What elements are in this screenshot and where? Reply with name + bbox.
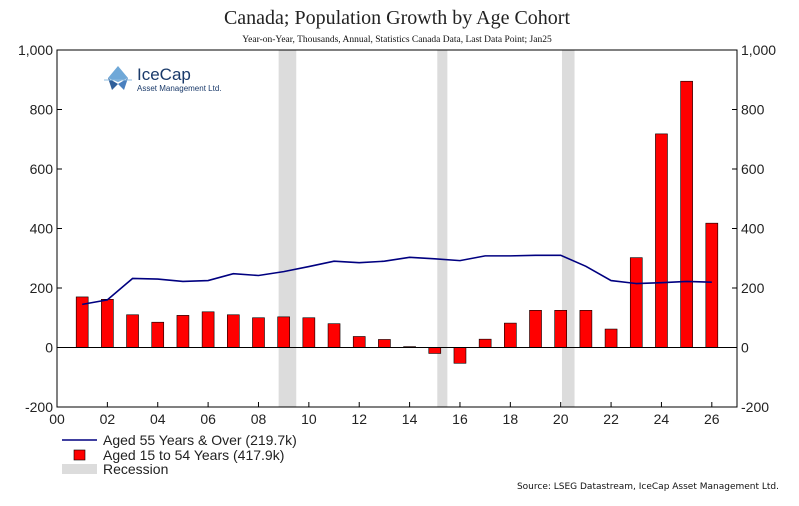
ytick-right-label-2: 200 bbox=[741, 280, 765, 296]
legend-bar-swatch bbox=[73, 449, 86, 461]
xtick-label-5: 10 bbox=[301, 411, 317, 427]
xtick-label-8: 16 bbox=[452, 411, 468, 427]
ytick-right-label-4: 600 bbox=[741, 161, 765, 177]
legend-line-label: Aged 55 Years & Over (219.7k) bbox=[103, 432, 297, 448]
bar-18 bbox=[504, 322, 517, 348]
legend: Aged 55 Years & Over (219.7k) Aged 15 to… bbox=[62, 432, 297, 477]
axes bbox=[56, 49, 738, 408]
legend-item-line: Aged 55 Years & Over (219.7k) bbox=[62, 432, 297, 448]
xtick-label-10: 20 bbox=[553, 411, 569, 427]
bar-20 bbox=[554, 310, 568, 348]
bar-1 bbox=[75, 296, 89, 348]
icecap-logo: IceCap Asset Management Ltd. bbox=[104, 65, 222, 93]
bar-12 bbox=[352, 336, 366, 348]
bar-4 bbox=[151, 321, 165, 348]
bar-26 bbox=[705, 222, 719, 348]
recession-band-1 bbox=[437, 50, 448, 407]
chart-subtitle: Year-on-Year, Thousands, Annual, Statist… bbox=[242, 35, 552, 45]
chart-title: Canada; Population Growth by Age Cohort bbox=[224, 7, 571, 29]
bar-9 bbox=[277, 316, 290, 348]
ytick-right-label-0: -200 bbox=[741, 399, 769, 415]
logo-tagline: Asset Management Ltd. bbox=[137, 84, 222, 93]
xtick-label-9: 18 bbox=[503, 411, 519, 427]
legend-recession-label: Recession bbox=[103, 461, 168, 477]
ytick-left-label-1: 0 bbox=[45, 340, 53, 356]
line-series-55-plus bbox=[82, 254, 712, 306]
ytick-left-label-3: 400 bbox=[30, 221, 54, 237]
xtick-label-2: 04 bbox=[150, 411, 166, 427]
xtick-label-7: 14 bbox=[402, 411, 418, 427]
legend-bar-label: Aged 15 to 54 Years (417.9k) bbox=[103, 447, 284, 463]
y-axis-left-labels: -200 0 200 400 600 800 1,000 bbox=[18, 42, 53, 415]
recession-band-2 bbox=[561, 50, 575, 407]
bar-13 bbox=[378, 339, 391, 348]
xtick-label-4: 08 bbox=[251, 411, 267, 427]
xtick-label-11: 22 bbox=[603, 411, 619, 427]
bar-5 bbox=[176, 315, 190, 348]
xtick-label-12: 24 bbox=[654, 411, 670, 427]
line-55-plus bbox=[82, 254, 712, 306]
bar-7 bbox=[226, 314, 240, 348]
ytick-right-label-3: 400 bbox=[741, 221, 765, 237]
ytick-left-label-5: 800 bbox=[30, 102, 54, 118]
bar-10 bbox=[302, 317, 316, 348]
bar-21 bbox=[579, 310, 593, 348]
bar-22 bbox=[604, 328, 618, 348]
recession-bands bbox=[278, 50, 575, 407]
ytick-left-label-4: 600 bbox=[30, 161, 54, 177]
bar-3 bbox=[126, 314, 139, 348]
x-axis-labels: 00 02 04 06 08 10 12 14 16 18 20 22 24 26 bbox=[49, 411, 720, 427]
logo-name: IceCap bbox=[137, 65, 191, 84]
bar-15 bbox=[428, 347, 442, 354]
plot-frame bbox=[56, 49, 738, 408]
recession-band-0 bbox=[278, 50, 297, 407]
bar-25 bbox=[680, 80, 693, 348]
xtick-label-1: 02 bbox=[100, 411, 116, 427]
bar-6 bbox=[201, 311, 215, 348]
ytick-right-label-1: 0 bbox=[741, 340, 749, 356]
ytick-right-label-5: 800 bbox=[741, 102, 765, 118]
bar-8 bbox=[252, 317, 265, 348]
bar-11 bbox=[327, 323, 341, 348]
xtick-label-0: 00 bbox=[49, 411, 65, 427]
legend-item-recession: Recession bbox=[62, 461, 168, 477]
legend-item-bar: Aged 15 to 54 Years (417.9k) bbox=[73, 447, 284, 463]
bar-2 bbox=[101, 299, 114, 348]
bar-19 bbox=[529, 310, 542, 348]
y-axis-right-labels: -200 0 200 400 600 800 1,000 bbox=[741, 42, 776, 415]
xtick-label-6: 12 bbox=[351, 411, 367, 427]
ytick-left-label-0: -200 bbox=[25, 399, 53, 415]
xtick-label-13: 26 bbox=[704, 411, 720, 427]
bar-24 bbox=[655, 133, 668, 348]
bar-series-15-54 bbox=[75, 80, 719, 364]
source-note: Source: LSEG Datastream, IceCap Asset Ma… bbox=[517, 482, 779, 492]
ytick-left-label-2: 200 bbox=[30, 280, 54, 296]
bar-16 bbox=[453, 347, 467, 364]
bar-23 bbox=[629, 257, 643, 348]
iceberg-icon bbox=[104, 66, 132, 90]
ytick-left-label-6: 1,000 bbox=[18, 42, 53, 58]
legend-recession-swatch bbox=[62, 464, 97, 474]
xtick-label-3: 06 bbox=[200, 411, 216, 427]
ytick-right-label-6: 1,000 bbox=[741, 42, 776, 58]
bar-17 bbox=[478, 338, 492, 348]
